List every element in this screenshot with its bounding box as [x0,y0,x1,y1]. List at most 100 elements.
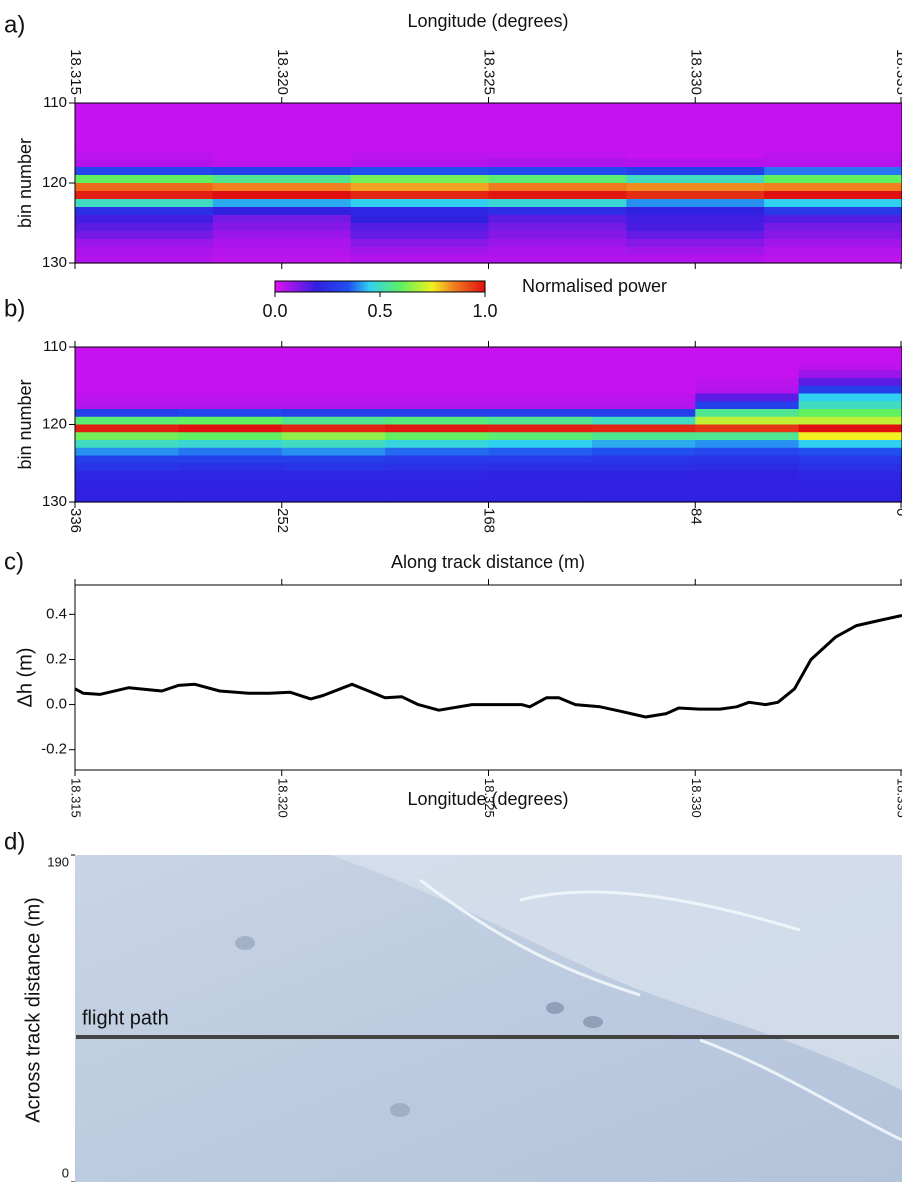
x-tick-label: 336 [67,508,84,533]
heatmap-cell [764,223,902,232]
heatmap-cell [798,409,902,418]
heatmap-cell [178,370,283,379]
heatmap-cell [178,347,283,356]
heatmap-cell [764,135,902,144]
heatmap-cell [75,362,179,371]
y-tick-label: 0.0 [46,696,67,713]
heatmap-cell [350,167,490,176]
heatmap-cell [281,362,386,371]
heatmap-cell [212,215,352,224]
heatmap-cell [281,432,386,441]
heatmap-cell [212,223,352,232]
heatmap-cell [488,424,593,433]
heatmap-cell [488,127,627,136]
heatmap-cell [212,111,352,120]
heatmap-cell [626,135,765,144]
heatmap-cell [488,385,593,395]
heatmap-cell [488,362,593,371]
heatmap-cell [798,424,902,433]
heatmap-cell [212,191,352,200]
heatmap-cell [212,175,352,184]
heatmap-cell [764,207,902,216]
heatmap-cell [591,440,696,449]
heatmap-cell [695,354,800,364]
heatmap-cell [75,127,214,136]
heatmap-cell [75,455,179,464]
heatmap-cell [178,401,283,410]
heatmap-cell [212,127,352,136]
heatmap-cell [764,119,902,128]
heatmap-cell [75,167,214,176]
x-axis-label: Along track distance (m) [391,552,585,572]
heatmap-cell [798,486,902,495]
heatmap-cell [178,409,283,418]
heatmap-cell [281,354,386,364]
x-tick-label: 18.320 [275,778,290,818]
heatmap-cell [350,111,490,120]
heatmap-cell [488,494,593,503]
heatmap-cell [488,175,627,184]
heatmap-cell [626,231,765,240]
panel-label: b) [4,295,25,322]
heatmap-cell [591,447,696,457]
heatmap-cell [488,247,627,256]
x-tick-label: 18.335 [893,49,902,95]
heatmap-cell [488,119,627,128]
heatmap-cell [488,409,593,418]
heatmap-cell [488,199,627,208]
heatmap-cell [385,370,490,379]
heatmap-cell [695,416,800,426]
x-tick-label: 84 [687,508,704,525]
heatmap-cell [488,416,593,426]
heatmap-cell [178,393,283,402]
heatmap-cell [764,143,902,152]
heatmap-cell [591,378,696,387]
heatmap-cell [764,215,902,224]
heatmap-cell [695,362,800,371]
heatmap-cell [798,354,902,364]
x-tick-label: 18.320 [274,49,291,95]
heatmap-cell [350,143,490,152]
heatmap-cell [75,159,214,168]
heatmap-cell [591,393,696,402]
heatmap-cell [798,401,902,410]
heatmap-cell [281,385,386,395]
y-tick-label: 190 [47,854,69,869]
heatmap-cell [798,385,902,395]
heatmap-cell [488,478,593,488]
heatmap-cell [281,440,386,449]
heatmap-cell [281,347,386,356]
y-axis-label: bin number [15,138,35,228]
heatmap-cell [75,432,179,441]
heatmap-cell [764,191,902,200]
heatmap-cell [178,447,283,457]
heatmap-cell [75,255,214,264]
heatmap-cell [178,463,283,472]
heatmap-cell [385,432,490,441]
heatmap-cell [488,471,593,480]
heatmap-cell [178,385,283,395]
heatmap-cell [626,167,765,176]
heatmap-cell [281,393,386,402]
heatmap-cell [626,255,765,264]
heatmap-cell [626,119,765,128]
heatmap-cell [75,393,179,402]
heatmap-cell [281,447,386,457]
heatmap-cell [591,362,696,371]
heatmap-cell [385,354,490,364]
heatmap-cell [488,215,627,224]
heatmap-cell [695,471,800,480]
y-tick-label: -0.2 [41,741,67,758]
heatmap-cell [178,362,283,371]
x-tick-label: 18.315 [69,778,84,818]
heatmap-cell [798,478,902,488]
heatmap-cell [488,183,627,192]
heatmap-cell [764,167,902,176]
heatmap-cell [350,231,490,240]
heatmap-cell [212,255,352,264]
heatmap-cell [798,447,902,457]
heatmap-cell [212,135,352,144]
heatmap-cell [488,354,593,364]
heatmap-cell [75,347,179,356]
heatmap-cell [385,447,490,457]
